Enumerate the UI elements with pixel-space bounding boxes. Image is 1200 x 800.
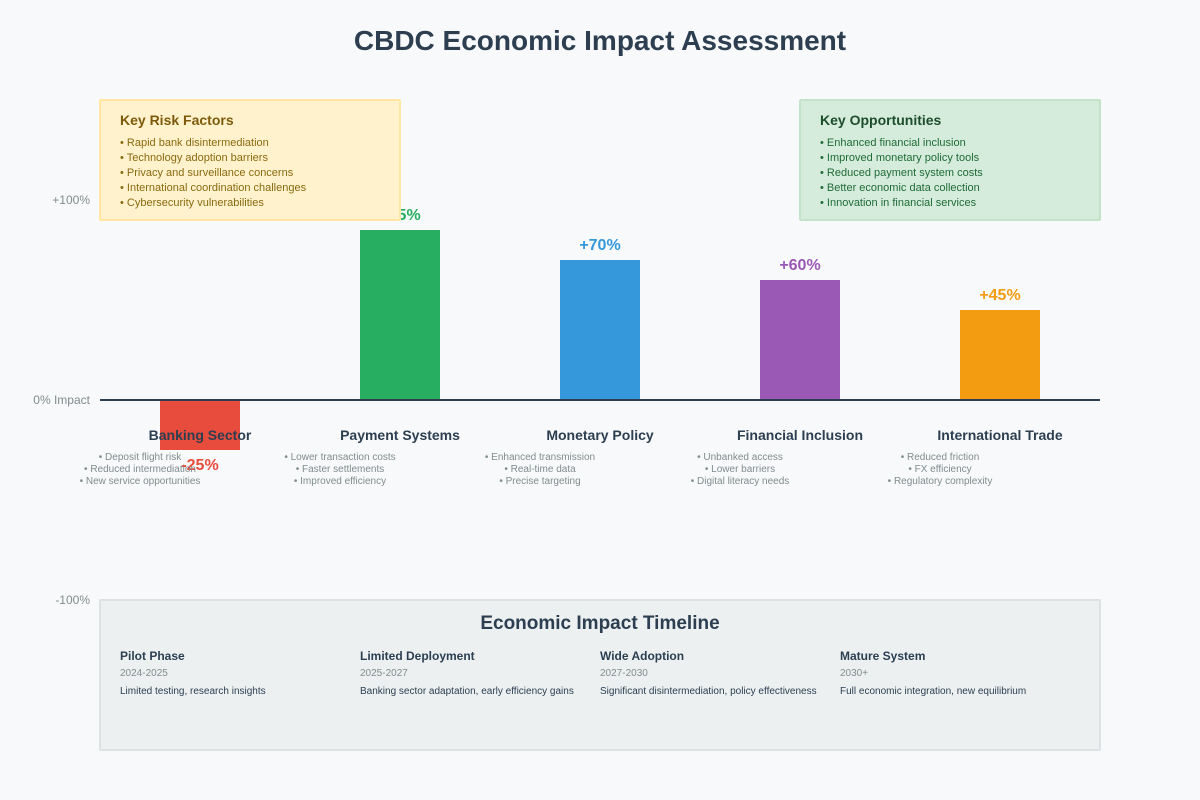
key-risk-factors-box: Key Risk Factors • Rapid bank disinterme…: [99, 99, 401, 221]
risk-box-title: Key Risk Factors: [120, 112, 234, 128]
phase-years: 2024-2025: [120, 668, 168, 679]
category-detail: • Faster settlements: [296, 464, 385, 475]
phase-description: Limited testing, research insights: [120, 686, 266, 697]
risk-item: • International coordination challenges: [120, 182, 307, 194]
timeline-phase: Limited Deployment 2025-2027 Banking sec…: [360, 649, 595, 697]
bar-value-label: +60%: [779, 257, 820, 274]
opportunity-item: • Better economic data collection: [820, 182, 980, 194]
y-axis-tick-label: -100%: [55, 593, 90, 607]
category-detail: • Unbanked access: [697, 452, 783, 463]
opportunity-item: • Reduced payment system costs: [820, 167, 983, 179]
opportunity-item: • Enhanced financial inclusion: [820, 137, 966, 149]
opportunity-item: • Innovation in financial services: [820, 197, 977, 209]
category-label: Payment Systems: [340, 427, 460, 443]
bar: [960, 310, 1040, 400]
category-label: Banking Sector: [149, 427, 252, 443]
category-detail: • Enhanced transmission: [485, 452, 595, 463]
risk-item: • Technology adoption barriers: [120, 152, 268, 164]
category-label: Financial Inclusion: [737, 427, 863, 443]
bar-value-label: -25%: [181, 457, 218, 474]
phase-years: 2030+: [840, 668, 869, 679]
category-detail: • Improved efficiency: [294, 476, 386, 487]
risk-item: • Privacy and surveillance concerns: [120, 167, 294, 179]
category-detail: • Lower transaction costs: [284, 452, 395, 463]
category-detail: • Precise targeting: [499, 476, 580, 487]
timeline-phase: Wide Adoption 2027-2030 Significant disi…: [600, 649, 835, 697]
phase-name: Wide Adoption: [600, 649, 685, 663]
opportunity-item: • Improved monetary policy tools: [820, 152, 980, 164]
phase-description: Full economic integration, new equilibri…: [840, 686, 1027, 697]
phase-years: 2025-2027: [360, 668, 408, 679]
opportunity-box-title: Key Opportunities: [820, 112, 942, 128]
category-detail: • Real-time data: [504, 464, 576, 475]
phase-name: Pilot Phase: [120, 649, 185, 663]
y-axis-tick-label: 0% Impact: [33, 393, 90, 407]
phase-name: Limited Deployment: [360, 649, 475, 663]
risk-item: • Cybersecurity vulnerabilities: [120, 197, 264, 209]
bar: [160, 400, 240, 450]
category-label: International Trade: [937, 427, 1062, 443]
risk-item: • Rapid bank disintermediation: [120, 137, 269, 149]
bar: [560, 260, 640, 400]
category-detail: • New service opportunities: [80, 476, 201, 487]
category-detail: • Reduced friction: [901, 452, 980, 463]
category-detail: • FX efficiency: [908, 464, 971, 475]
key-opportunities-box: Key Opportunities • Enhanced financial i…: [799, 99, 1101, 221]
timeline-title: Economic Impact Timeline: [480, 613, 720, 634]
bar-value-label: +70%: [579, 237, 620, 254]
timeline-phase: Mature System 2030+ Full economic integr…: [840, 649, 1075, 697]
phase-years: 2027-2030: [600, 668, 648, 679]
category-label: Monetary Policy: [546, 427, 654, 443]
phase-description: Banking sector adaptation, early efficie…: [360, 686, 574, 697]
category-detail: • Deposit flight risk: [99, 452, 182, 463]
category-detail: • Regulatory complexity: [888, 476, 993, 487]
category-detail: • Digital literacy needs: [691, 476, 790, 487]
phase-description: Significant disintermediation, policy ef…: [600, 686, 817, 697]
bar: [360, 230, 440, 400]
timeline-phase: Pilot Phase 2024-2025 Limited testing, r…: [120, 649, 355, 697]
category-detail: • Reduced intermediation: [84, 464, 196, 475]
bar-value-label: +45%: [979, 287, 1020, 304]
bar: [760, 280, 840, 400]
y-axis-tick-label: +100%: [52, 193, 90, 207]
category-detail: • Lower barriers: [705, 464, 775, 475]
phase-name: Mature System: [840, 649, 926, 663]
chart-title: CBDC Economic Impact Assessment: [354, 25, 846, 56]
economic-impact-timeline: Economic Impact Timeline Pilot Phase 202…: [99, 599, 1101, 751]
